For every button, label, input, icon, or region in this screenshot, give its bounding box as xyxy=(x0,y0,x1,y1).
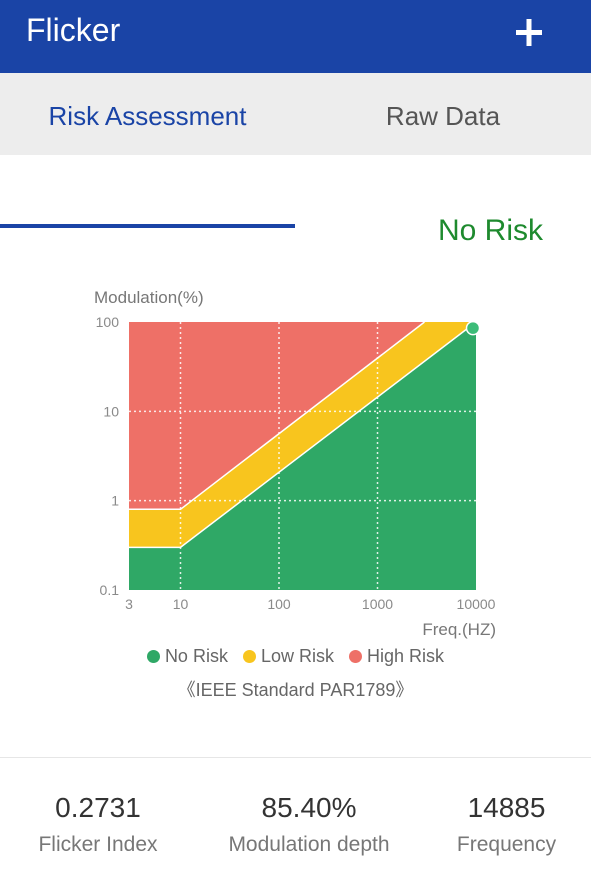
y-tick-label: 100 xyxy=(96,314,120,330)
stat-flicker-index: 0.2731 Flicker Index xyxy=(0,790,196,860)
stat-modulation-depth: 85.40% Modulation depth xyxy=(196,790,422,860)
tab-bar: Risk Assessment Raw Data xyxy=(0,73,591,228)
frequency-label: Frequency xyxy=(456,833,557,856)
tab-risk-assessment[interactable]: Risk Assessment xyxy=(48,101,247,131)
measurement-marker xyxy=(465,320,481,336)
legend-dot-high-risk xyxy=(349,650,363,663)
x-axis-title: Freq.(HZ) xyxy=(422,620,496,639)
divider xyxy=(0,757,591,758)
chart-legend: No Risk Low Risk High Risk xyxy=(0,646,591,667)
risk-status: No Risk xyxy=(437,214,543,247)
x-tick-label: 1000 xyxy=(362,596,393,612)
y-tick-label: 10 xyxy=(103,403,119,419)
legend-dot-low-risk xyxy=(242,650,256,663)
y-axis-title: Modulation(%) xyxy=(94,288,204,307)
legend-item-no-risk: No Risk xyxy=(146,646,228,667)
legend-label-no-risk: No Risk xyxy=(164,646,228,666)
modulation-depth-value: 85.40% xyxy=(261,792,357,823)
flicker-index-label: Flicker Index xyxy=(38,833,158,856)
y-tick-label: 1 xyxy=(111,493,119,509)
low-risk-boundary-line xyxy=(129,321,425,511)
active-tab-indicator xyxy=(0,224,295,228)
legend-dot-no-risk xyxy=(146,650,160,663)
legend-item-high-risk: High Risk xyxy=(349,646,444,667)
x-tick-label: 10 xyxy=(173,596,189,612)
app-title: Flicker xyxy=(26,12,121,48)
plus-icon xyxy=(516,19,542,46)
legend-label-low-risk: Low Risk xyxy=(260,646,334,666)
app-bar: Flicker xyxy=(0,0,591,73)
standard-note: 《IEEE Standard PAR1789》 xyxy=(177,680,414,700)
x-tick-label: 100 xyxy=(267,596,291,612)
frequency-value: 14885 xyxy=(467,792,546,823)
legend-label-high-risk: High Risk xyxy=(367,646,445,666)
x-tick-label: 10000 xyxy=(457,596,496,612)
modulation-depth-label: Modulation depth xyxy=(228,833,390,856)
y-tick-label: 0.1 xyxy=(100,582,120,598)
flicker-risk-chart: 3 10 100 1000 10000 100 10 1 0.1 Modulation(%) Fre… xyxy=(94,288,496,639)
tab-raw-data[interactable]: Raw Data xyxy=(385,101,501,131)
x-tick-label: 3 xyxy=(125,596,133,612)
flicker-index-value: 0.2731 xyxy=(55,792,141,823)
stat-frequency: 14885 Frequency xyxy=(422,790,591,860)
add-button[interactable] xyxy=(504,8,554,58)
legend-item-low-risk: Low Risk xyxy=(242,646,334,667)
